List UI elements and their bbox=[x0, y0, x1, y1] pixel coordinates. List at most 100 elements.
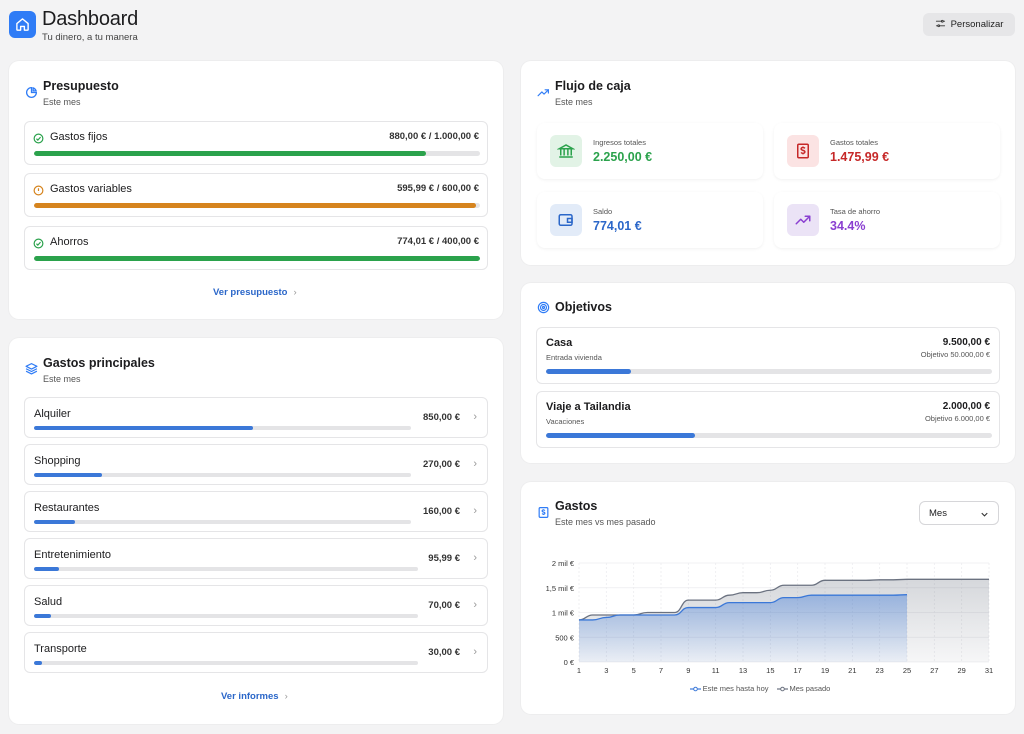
top-expenses-title: Gastos principales bbox=[43, 356, 155, 370]
chevron-right-icon: › bbox=[473, 599, 477, 611]
stat-income: Ingresos totales 2.250,00 € bbox=[537, 123, 763, 179]
stat-expenses: Gastos totales 1.475,99 € bbox=[774, 123, 1000, 179]
expense-category-row[interactable]: Entretenimiento 95,99 € › bbox=[24, 538, 488, 579]
category-value: 270,00 € bbox=[423, 459, 460, 470]
stat-label: Gastos totales bbox=[830, 138, 878, 147]
view-reports-link[interactable]: Ver informes › bbox=[221, 691, 288, 702]
page-subtitle: Tu dinero, a tu manera bbox=[42, 32, 138, 43]
goal-progress-bar bbox=[546, 433, 992, 438]
series-area-current bbox=[579, 594, 907, 662]
x-tick-label: 1 bbox=[577, 666, 581, 675]
chevron-right-icon: › bbox=[473, 646, 477, 658]
header: Dashboard Tu dinero, a tu manera Persona… bbox=[0, 0, 1024, 52]
home-icon[interactable] bbox=[9, 11, 36, 38]
x-tick-label: 25 bbox=[903, 666, 911, 675]
trend-up-icon bbox=[787, 204, 819, 236]
personalize-button[interactable]: Personalizar bbox=[923, 13, 1015, 36]
x-tick-label: 23 bbox=[875, 666, 883, 675]
budget-row: Ahorros 774,01 € / 400,00 € bbox=[24, 226, 488, 270]
pie-chart-icon bbox=[25, 86, 38, 99]
chevron-right-icon: › bbox=[293, 287, 297, 298]
category-progress-bar bbox=[34, 520, 411, 524]
goal-progress-fill bbox=[546, 433, 695, 438]
goal-name: Casa bbox=[546, 337, 573, 349]
legend-item-previous[interactable]: Mes pasado bbox=[776, 684, 831, 693]
chevron-right-icon: › bbox=[473, 411, 477, 423]
category-value: 160,00 € bbox=[423, 506, 460, 517]
category-label: Entretenimiento bbox=[34, 549, 112, 561]
budget-progress-bar bbox=[34, 256, 480, 261]
x-tick-label: 7 bbox=[659, 666, 663, 675]
category-label: Salud bbox=[34, 596, 63, 608]
y-tick-label: 2 mil € bbox=[552, 559, 575, 568]
budget-row-value: 880,00 € / 1.000,00 € bbox=[389, 131, 479, 142]
series-line-previous bbox=[578, 578, 989, 621]
category-progress-bar bbox=[34, 473, 411, 477]
trend-up-icon bbox=[537, 86, 550, 99]
budget-progress-bar bbox=[34, 151, 480, 156]
expenses-chart-card: Gastos Este mes vs mes pasado Mes 0 € 500… bbox=[521, 482, 1015, 714]
category-value: 850,00 € bbox=[423, 412, 460, 423]
personalize-label: Personalizar bbox=[950, 19, 1004, 30]
x-tick-label: 15 bbox=[766, 666, 774, 675]
goal-subtitle: Entrada vivienda bbox=[546, 353, 602, 362]
goal-saved: 9.500,00 € bbox=[942, 337, 990, 348]
legend-marker-previous bbox=[776, 686, 788, 691]
budget-subtitle: Este mes bbox=[43, 97, 81, 107]
stat-savings-rate: Tasa de ahorro 34.4% bbox=[774, 192, 1000, 248]
x-tick-label: 3 bbox=[604, 666, 608, 675]
stat-value: 2.250,00 € bbox=[593, 150, 653, 164]
legend-item-current[interactable]: Este mes hasta hoy bbox=[689, 684, 769, 693]
budget-row-value: 774,01 € / 400,00 € bbox=[397, 236, 479, 247]
budget-row-label: Gastos fijos bbox=[50, 131, 108, 143]
view-budget-link[interactable]: Ver presupuesto › bbox=[213, 287, 297, 298]
goal-progress-bar bbox=[546, 369, 992, 374]
y-tick-label: 1,5 mil € bbox=[546, 584, 575, 593]
goals-title: Objetivos bbox=[555, 300, 612, 314]
category-progress-bar bbox=[34, 614, 418, 618]
budget-row: Gastos variables 595,99 € / 600,00 € bbox=[24, 173, 488, 217]
expenses-chart: 0 €500 €1 mil €1,5 mil €2 mil €1 3 5 7 9 11 13… bbox=[546, 559, 994, 675]
view-reports-label: Ver informes bbox=[221, 691, 279, 702]
chart-legend: Este mes hasta hoy Mes pasado bbox=[521, 684, 999, 693]
chevron-down-icon bbox=[979, 507, 990, 525]
target-icon bbox=[537, 301, 550, 314]
goal-row: Viaje a Tailandia Vacaciones 2.000,00 € … bbox=[536, 391, 1000, 448]
cashflow-card: Flujo de caja Este mes Ingresos totales … bbox=[521, 61, 1015, 265]
goals-card: Objetivos Casa Entrada vivienda 9.500,00… bbox=[521, 283, 1015, 463]
stat-value: 34.4% bbox=[830, 219, 866, 233]
category-progress-fill bbox=[34, 661, 42, 665]
dollar-doc-icon bbox=[537, 506, 550, 519]
x-tick-label: 5 bbox=[632, 666, 636, 675]
goal-target: Objetivo 50.000,00 € bbox=[920, 350, 990, 359]
budget-row-label: Gastos variables bbox=[50, 183, 132, 195]
budget-progress-bar bbox=[34, 203, 480, 208]
cashflow-subtitle: Este mes bbox=[555, 97, 593, 107]
expenses-chart-title: Gastos bbox=[555, 499, 598, 513]
wallet-icon bbox=[550, 204, 582, 236]
goal-target: Objetivo 6.000,00 € bbox=[924, 414, 990, 423]
x-tick-label: 21 bbox=[848, 666, 856, 675]
expense-category-row[interactable]: Alquiler 850,00 € › bbox=[24, 397, 488, 438]
expense-category-row[interactable]: Salud 70,00 € › bbox=[24, 585, 488, 626]
chevron-right-icon: › bbox=[473, 505, 477, 517]
expense-category-row[interactable]: Restaurantes 160,00 € › bbox=[24, 491, 488, 532]
budget-title: Presupuesto bbox=[43, 79, 119, 93]
stat-value: 774,01 € bbox=[593, 219, 642, 233]
x-tick-label: 27 bbox=[930, 666, 938, 675]
expense-category-row[interactable]: Shopping 270,00 € › bbox=[24, 444, 488, 485]
budget-progress-fill bbox=[34, 203, 476, 208]
expense-category-row[interactable]: Transporte 30,00 € › bbox=[24, 632, 488, 673]
expenses-chart-subtitle: Este mes vs mes pasado bbox=[555, 517, 656, 527]
budget-card: Presupuesto Este mes Gastos fijos 880,00… bbox=[9, 61, 503, 319]
period-select[interactable]: Mes bbox=[919, 501, 999, 525]
legend-label-previous: Mes pasado bbox=[789, 684, 831, 693]
category-label: Transporte bbox=[34, 643, 87, 655]
category-value: 30,00 € bbox=[428, 647, 460, 658]
goal-row: Casa Entrada vivienda 9.500,00 € Objetiv… bbox=[536, 327, 1000, 384]
x-tick-label: 19 bbox=[821, 666, 829, 675]
category-label: Shopping bbox=[34, 455, 81, 467]
stat-value: 1.475,99 € bbox=[830, 150, 890, 164]
top-expenses-subtitle: Este mes bbox=[43, 374, 81, 384]
budget-row-value: 595,99 € / 600,00 € bbox=[397, 183, 479, 194]
